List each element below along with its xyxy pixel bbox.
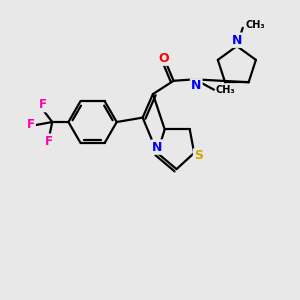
Text: S: S <box>194 149 203 162</box>
Text: N: N <box>191 79 201 92</box>
Text: N: N <box>232 34 242 47</box>
Text: F: F <box>45 135 53 148</box>
Text: N: N <box>152 141 163 154</box>
Text: O: O <box>158 52 169 64</box>
Text: CH₃: CH₃ <box>246 20 265 31</box>
Text: F: F <box>27 118 35 131</box>
Text: F: F <box>39 98 47 111</box>
Text: CH₃: CH₃ <box>215 85 235 94</box>
